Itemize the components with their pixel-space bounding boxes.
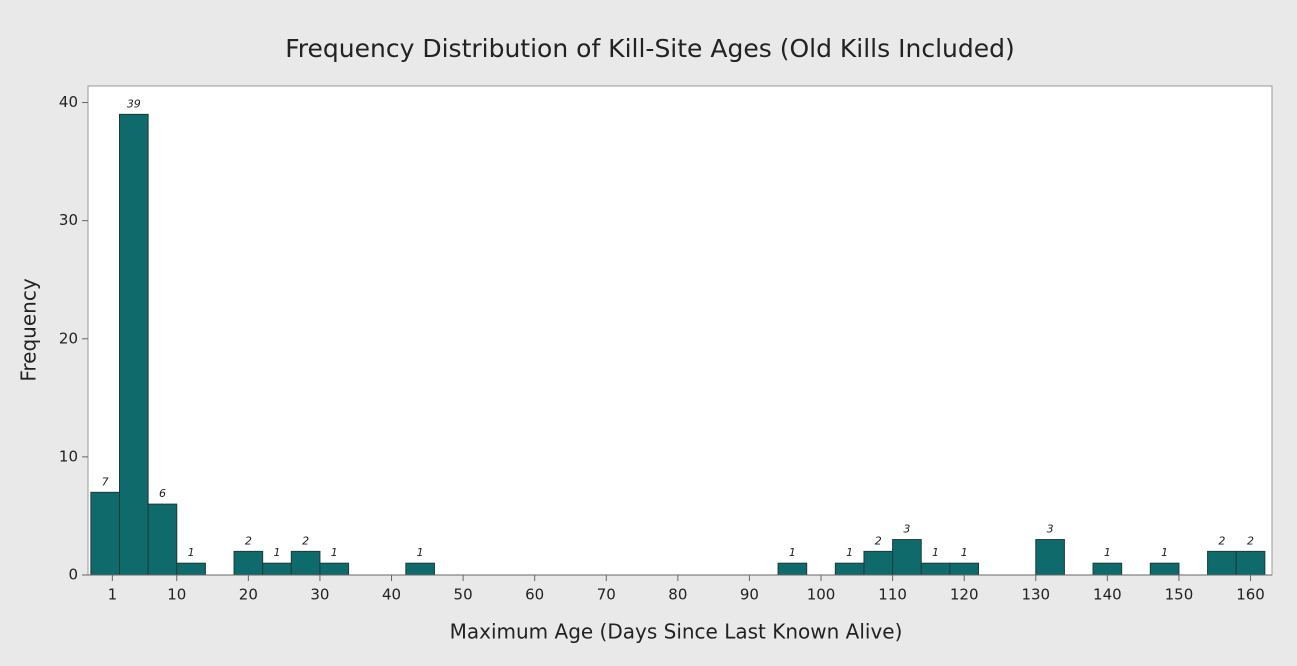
x-tick-label: 160 <box>1236 586 1265 604</box>
x-tick-label: 40 <box>382 586 401 604</box>
bar <box>1149 562 1180 576</box>
bar <box>319 562 350 576</box>
bar <box>290 550 321 576</box>
value-label: 1 <box>331 546 338 559</box>
bar <box>920 562 951 576</box>
value-label: 1 <box>961 546 968 559</box>
value-label: 1 <box>188 546 195 559</box>
x-tick-label: 90 <box>740 586 759 604</box>
value-label: 1 <box>932 546 939 559</box>
value-label: 7 <box>102 475 109 488</box>
x-axis-label: Maximum Age (Days Since Last Known Alive… <box>450 620 903 644</box>
value-label: 2 <box>302 534 309 547</box>
bar <box>262 562 292 576</box>
bar <box>1092 562 1123 576</box>
y-tick-label: 0 <box>68 566 78 584</box>
value-label: 1 <box>789 546 796 559</box>
value-label: 39 <box>127 97 141 110</box>
bar <box>892 539 922 576</box>
x-tick-label: 50 <box>454 586 473 604</box>
x-tick-label: 60 <box>525 586 544 604</box>
x-tick-label: 30 <box>310 586 329 604</box>
x-tick-label: 120 <box>950 586 979 604</box>
bar <box>834 562 865 576</box>
x-tick-label: 100 <box>807 586 836 604</box>
bar <box>118 113 149 576</box>
value-label: 3 <box>1047 523 1054 536</box>
bar <box>1035 539 1065 576</box>
x-tick-label: 70 <box>597 586 616 604</box>
bar <box>863 550 894 576</box>
value-label: 1 <box>417 546 424 559</box>
y-tick-label: 30 <box>59 211 78 229</box>
plot-area <box>87 85 1273 576</box>
x-tick-label: 20 <box>239 586 258 604</box>
x-tick-label: 140 <box>1093 586 1122 604</box>
bar <box>1235 550 1266 576</box>
value-label: 1 <box>1161 546 1168 559</box>
bar <box>233 550 264 576</box>
bar <box>949 562 980 576</box>
x-tick-label: 150 <box>1165 586 1194 604</box>
bar <box>90 491 120 576</box>
x-tick-label: 80 <box>668 586 687 604</box>
bar <box>1207 550 1237 576</box>
bar <box>777 562 808 576</box>
value-label: 1 <box>273 546 280 559</box>
value-label: 1 <box>1104 546 1111 559</box>
value-label: 2 <box>245 534 252 547</box>
value-label: 6 <box>159 487 166 500</box>
y-tick-label: 40 <box>59 93 78 111</box>
x-tick-label: 130 <box>1021 586 1050 604</box>
value-label: 2 <box>1218 534 1225 547</box>
value-label: 1 <box>846 546 853 559</box>
bar <box>405 562 435 576</box>
x-tick-label: 10 <box>167 586 186 604</box>
y-tick-label: 20 <box>59 329 78 347</box>
value-label: 3 <box>903 523 910 536</box>
y-axis-label: Frequency <box>17 278 41 381</box>
x-tick-label: 110 <box>878 586 907 604</box>
value-label: 2 <box>875 534 882 547</box>
chart-title: Frequency Distribution of Kill-Site Ages… <box>285 34 1014 63</box>
value-label: 2 <box>1247 534 1254 547</box>
y-tick-label: 10 <box>59 447 78 465</box>
bar <box>176 562 206 576</box>
x-tick-label: 1 <box>108 586 118 604</box>
bar <box>147 503 178 576</box>
